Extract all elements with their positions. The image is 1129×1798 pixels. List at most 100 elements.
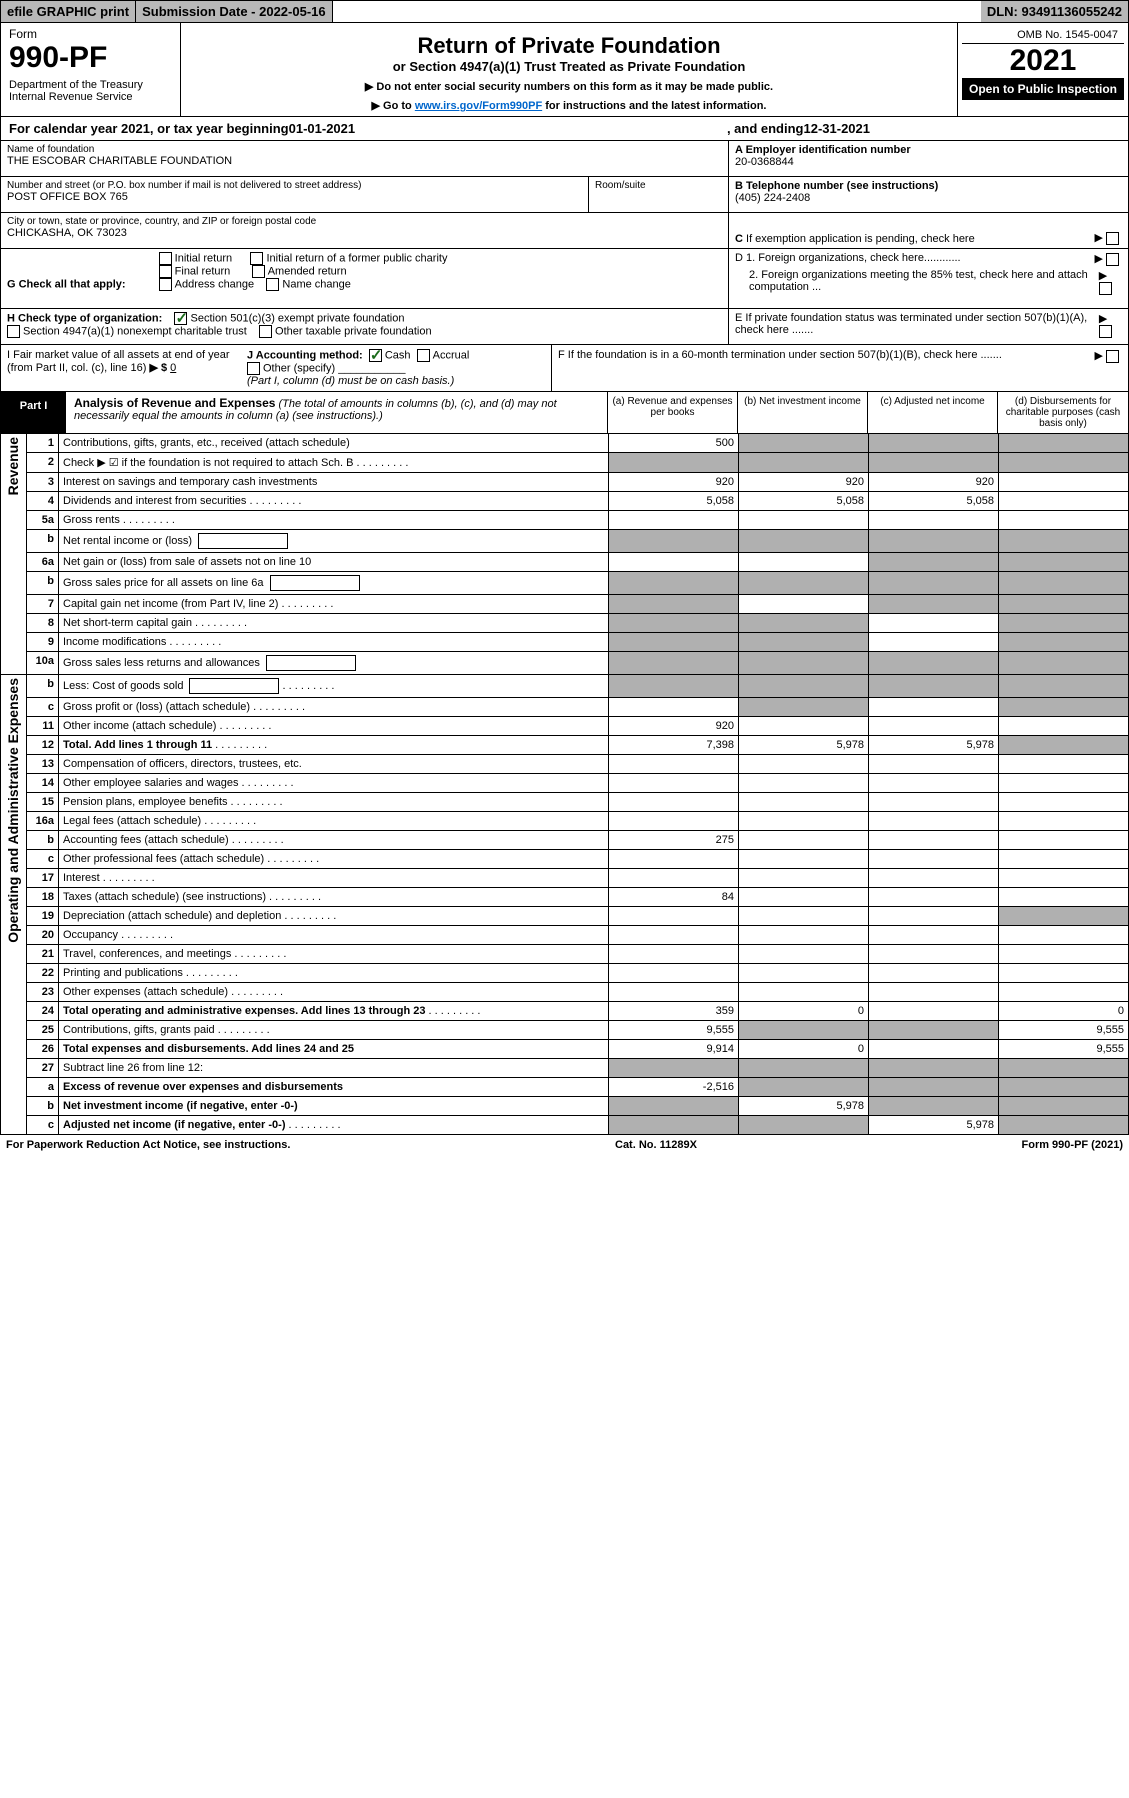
- cell-b: [739, 1078, 869, 1097]
- a-label: A Employer identification number: [735, 144, 911, 156]
- line-number: c: [27, 1116, 59, 1135]
- table-row: Operating and Administrative ExpensesbLe…: [1, 675, 1129, 698]
- table-row: 22Printing and publications: [1, 964, 1129, 983]
- cell-a: -2,516: [609, 1078, 739, 1097]
- checkbox-cash[interactable]: [369, 349, 382, 362]
- cell-d: [999, 869, 1129, 888]
- cell-a: [609, 869, 739, 888]
- cell-b: [739, 964, 869, 983]
- line-number: 5a: [27, 511, 59, 530]
- cal-pre: For calendar year 2021, or tax year begi…: [9, 121, 289, 136]
- checkbox-4947[interactable]: [7, 325, 20, 338]
- cell-b: [739, 755, 869, 774]
- cell-c: [869, 1078, 999, 1097]
- checkbox-initial-public[interactable]: [250, 252, 263, 265]
- cell-d: [999, 473, 1129, 492]
- table-row: cGross profit or (loss) (attach schedule…: [1, 698, 1129, 717]
- line-desc: Other employee salaries and wages: [59, 774, 609, 793]
- cell-d: [999, 652, 1129, 675]
- cell-c: 5,058: [869, 492, 999, 511]
- line-desc: Gross sales less returns and allowances: [59, 652, 609, 675]
- line-desc: Capital gain net income (from Part IV, l…: [59, 595, 609, 614]
- checkbox-initial-return[interactable]: [159, 252, 172, 265]
- table-row: 6aNet gain or (loss) from sale of assets…: [1, 553, 1129, 572]
- instr-1: ▶ Do not enter social security numbers o…: [191, 80, 947, 93]
- checkbox-f[interactable]: [1106, 350, 1119, 363]
- cell-d: [999, 553, 1129, 572]
- checkbox-amended[interactable]: [252, 265, 265, 278]
- cell-b: [739, 572, 869, 595]
- cell-c: [869, 553, 999, 572]
- cell-d: 9,555: [999, 1021, 1129, 1040]
- footer-left: For Paperwork Reduction Act Notice, see …: [6, 1139, 290, 1151]
- table-row: 23Other expenses (attach schedule): [1, 983, 1129, 1002]
- line-desc: Net short-term capital gain: [59, 614, 609, 633]
- checkbox-501c3[interactable]: [174, 312, 187, 325]
- cell-d: [999, 595, 1129, 614]
- cell-b: [739, 812, 869, 831]
- table-row: cAdjusted net income (if negative, enter…: [1, 1116, 1129, 1135]
- entity-info: Name of foundation THE ESCOBAR CHARITABL…: [0, 141, 1129, 345]
- cell-b: [739, 983, 869, 1002]
- cell-b: [739, 717, 869, 736]
- line-desc: Adjusted net income (if negative, enter …: [59, 1116, 609, 1135]
- table-row: 4Dividends and interest from securities5…: [1, 492, 1129, 511]
- table-row: aExcess of revenue over expenses and dis…: [1, 1078, 1129, 1097]
- g-opt-1: Final return: [175, 265, 231, 277]
- line-number: b: [27, 1097, 59, 1116]
- line-desc: Gross sales price for all assets on line…: [59, 572, 609, 595]
- cell-a: [609, 964, 739, 983]
- line-desc: Excess of revenue over expenses and disb…: [59, 1078, 609, 1097]
- table-row: 7Capital gain net income (from Part IV, …: [1, 595, 1129, 614]
- instr-link[interactable]: www.irs.gov/Form990PF: [415, 100, 542, 112]
- cell-d: [999, 698, 1129, 717]
- line-number: 9: [27, 633, 59, 652]
- cell-d: [999, 964, 1129, 983]
- checkbox-final-return[interactable]: [159, 265, 172, 278]
- cell-d: [999, 812, 1129, 831]
- subdate-value: 2022-05-16: [259, 4, 326, 19]
- checkbox-e[interactable]: [1099, 325, 1112, 338]
- line-desc: Subtract line 26 from line 12:: [59, 1059, 609, 1078]
- col-d-hdr: (d) Disbursements for charitable purpose…: [998, 392, 1128, 433]
- checkbox-address-change[interactable]: [159, 278, 172, 291]
- line-number: 6a: [27, 553, 59, 572]
- cell-b: [739, 553, 869, 572]
- cell-c: 5,978: [869, 736, 999, 755]
- checkbox-d2[interactable]: [1099, 282, 1112, 295]
- checkbox-accrual[interactable]: [417, 349, 430, 362]
- col-b-hdr: (b) Net investment income: [738, 392, 868, 433]
- col-a-hdr: (a) Revenue and expenses per books: [608, 392, 738, 433]
- f-label: F If the foundation is in a 60-month ter…: [558, 349, 1002, 387]
- checkbox-c[interactable]: [1106, 232, 1119, 245]
- cell-b: [739, 652, 869, 675]
- line-desc: Other expenses (attach schedule): [59, 983, 609, 1002]
- cell-a: [609, 511, 739, 530]
- cell-d: [999, 530, 1129, 553]
- h-opt2: Section 4947(a)(1) nonexempt charitable …: [23, 325, 247, 337]
- line-number: 15: [27, 793, 59, 812]
- cell-c: [869, 595, 999, 614]
- cell-b: 5,058: [739, 492, 869, 511]
- table-row: 11Other income (attach schedule)920: [1, 717, 1129, 736]
- line-desc: Travel, conferences, and meetings: [59, 945, 609, 964]
- table-row: Revenue1Contributions, gifts, grants, et…: [1, 434, 1129, 453]
- line-desc: Less: Cost of goods sold: [59, 675, 609, 698]
- top-bar: efile GRAPHIC print Submission Date - 20…: [0, 0, 1129, 23]
- cell-a: [609, 614, 739, 633]
- checkbox-other-taxable[interactable]: [259, 325, 272, 338]
- cell-a: 9,555: [609, 1021, 739, 1040]
- checkbox-other-method[interactable]: [247, 362, 260, 375]
- cal-end: 12-31-2021: [804, 121, 871, 136]
- line-desc: Net rental income or (loss): [59, 530, 609, 553]
- checkbox-name-change[interactable]: [266, 278, 279, 291]
- city-value: CHICKASHA, OK 73023: [7, 227, 722, 239]
- table-row: 24Total operating and administrative exp…: [1, 1002, 1129, 1021]
- line-desc: Total expenses and disbursements. Add li…: [59, 1040, 609, 1059]
- cell-a: 359: [609, 1002, 739, 1021]
- g-opt-3: Initial return of a former public charit…: [266, 252, 447, 264]
- line-desc: Depreciation (attach schedule) and deple…: [59, 907, 609, 926]
- checkbox-d1[interactable]: [1106, 253, 1119, 266]
- part1-label: Part I: [1, 392, 66, 433]
- part1-table: Revenue1Contributions, gifts, grants, et…: [0, 434, 1129, 1135]
